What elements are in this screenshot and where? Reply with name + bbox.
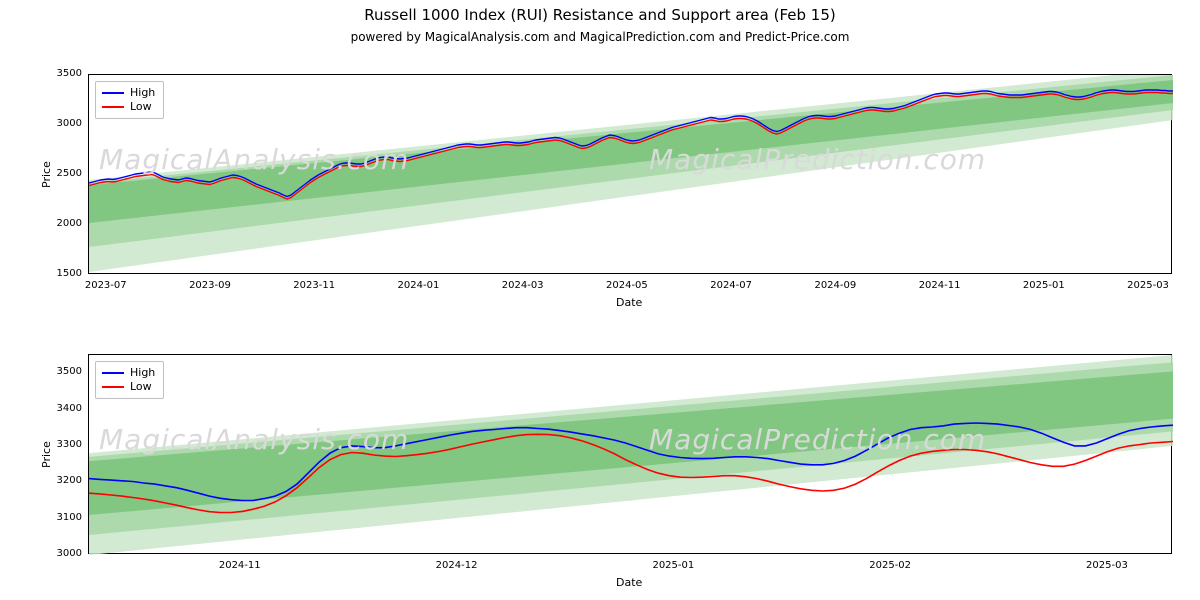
y-tick-label: 1500 (57, 268, 82, 279)
x-tick-label: 2025-03 (1127, 280, 1169, 291)
y-tick-label: 3000 (57, 548, 82, 559)
bottom-x-axis-label: Date (616, 576, 642, 589)
legend-bottom: HighLow (95, 361, 164, 399)
x-tick-label: 2025-02 (869, 560, 911, 571)
chart-title: Russell 1000 Index (RUI) Resistance and … (0, 6, 1200, 24)
bottom-y-axis-label: Price (40, 441, 53, 468)
x-tick-label: 2024-03 (502, 280, 544, 291)
y-tick-label: 3200 (57, 475, 82, 486)
legend-top: HighLow (95, 81, 164, 119)
legend-item: High (102, 86, 155, 100)
bottom-chart-panel: MagicalAnalysis.com MagicalPrediction.co… (88, 354, 1172, 554)
top-x-axis-label: Date (616, 296, 642, 309)
top-y-axis-label: Price (40, 161, 53, 188)
y-tick-label: 3000 (57, 118, 82, 129)
legend-item: Low (102, 100, 155, 114)
y-tick-label: 3500 (57, 366, 82, 377)
y-tick-label: 2500 (57, 168, 82, 179)
legend-item: High (102, 366, 155, 380)
legend-label: Low (130, 100, 152, 114)
y-tick-label: 2000 (57, 218, 82, 229)
x-tick-label: 2024-01 (398, 280, 440, 291)
x-tick-label: 2025-01 (652, 560, 694, 571)
figure: Russell 1000 Index (RUI) Resistance and … (0, 0, 1200, 600)
legend-swatch (102, 92, 124, 94)
x-tick-label: 2023-09 (189, 280, 231, 291)
legend-swatch (102, 386, 124, 388)
x-tick-label: 2023-07 (85, 280, 127, 291)
y-tick-label: 3300 (57, 439, 82, 450)
chart-subtitle: powered by MagicalAnalysis.com and Magic… (0, 30, 1200, 44)
y-tick-label: 3400 (57, 403, 82, 414)
top-chart-svg (89, 75, 1173, 275)
y-tick-label: 3100 (57, 512, 82, 523)
x-tick-label: 2024-09 (814, 280, 856, 291)
y-tick-label: 3500 (57, 68, 82, 79)
x-tick-label: 2024-11 (919, 280, 961, 291)
x-tick-label: 2024-12 (436, 560, 478, 571)
legend-label: High (130, 366, 155, 380)
x-tick-label: 2023-11 (293, 280, 335, 291)
legend-label: High (130, 86, 155, 100)
x-tick-label: 2024-07 (710, 280, 752, 291)
x-tick-label: 2025-03 (1086, 560, 1128, 571)
legend-label: Low (130, 380, 152, 394)
bottom-chart-svg (89, 355, 1173, 555)
legend-item: Low (102, 380, 155, 394)
legend-swatch (102, 106, 124, 108)
x-tick-label: 2024-11 (219, 560, 261, 571)
x-tick-label: 2024-05 (606, 280, 648, 291)
legend-swatch (102, 372, 124, 374)
x-tick-label: 2025-01 (1023, 280, 1065, 291)
top-chart-panel: MagicalAnalysis.com MagicalPrediction.co… (88, 74, 1172, 274)
